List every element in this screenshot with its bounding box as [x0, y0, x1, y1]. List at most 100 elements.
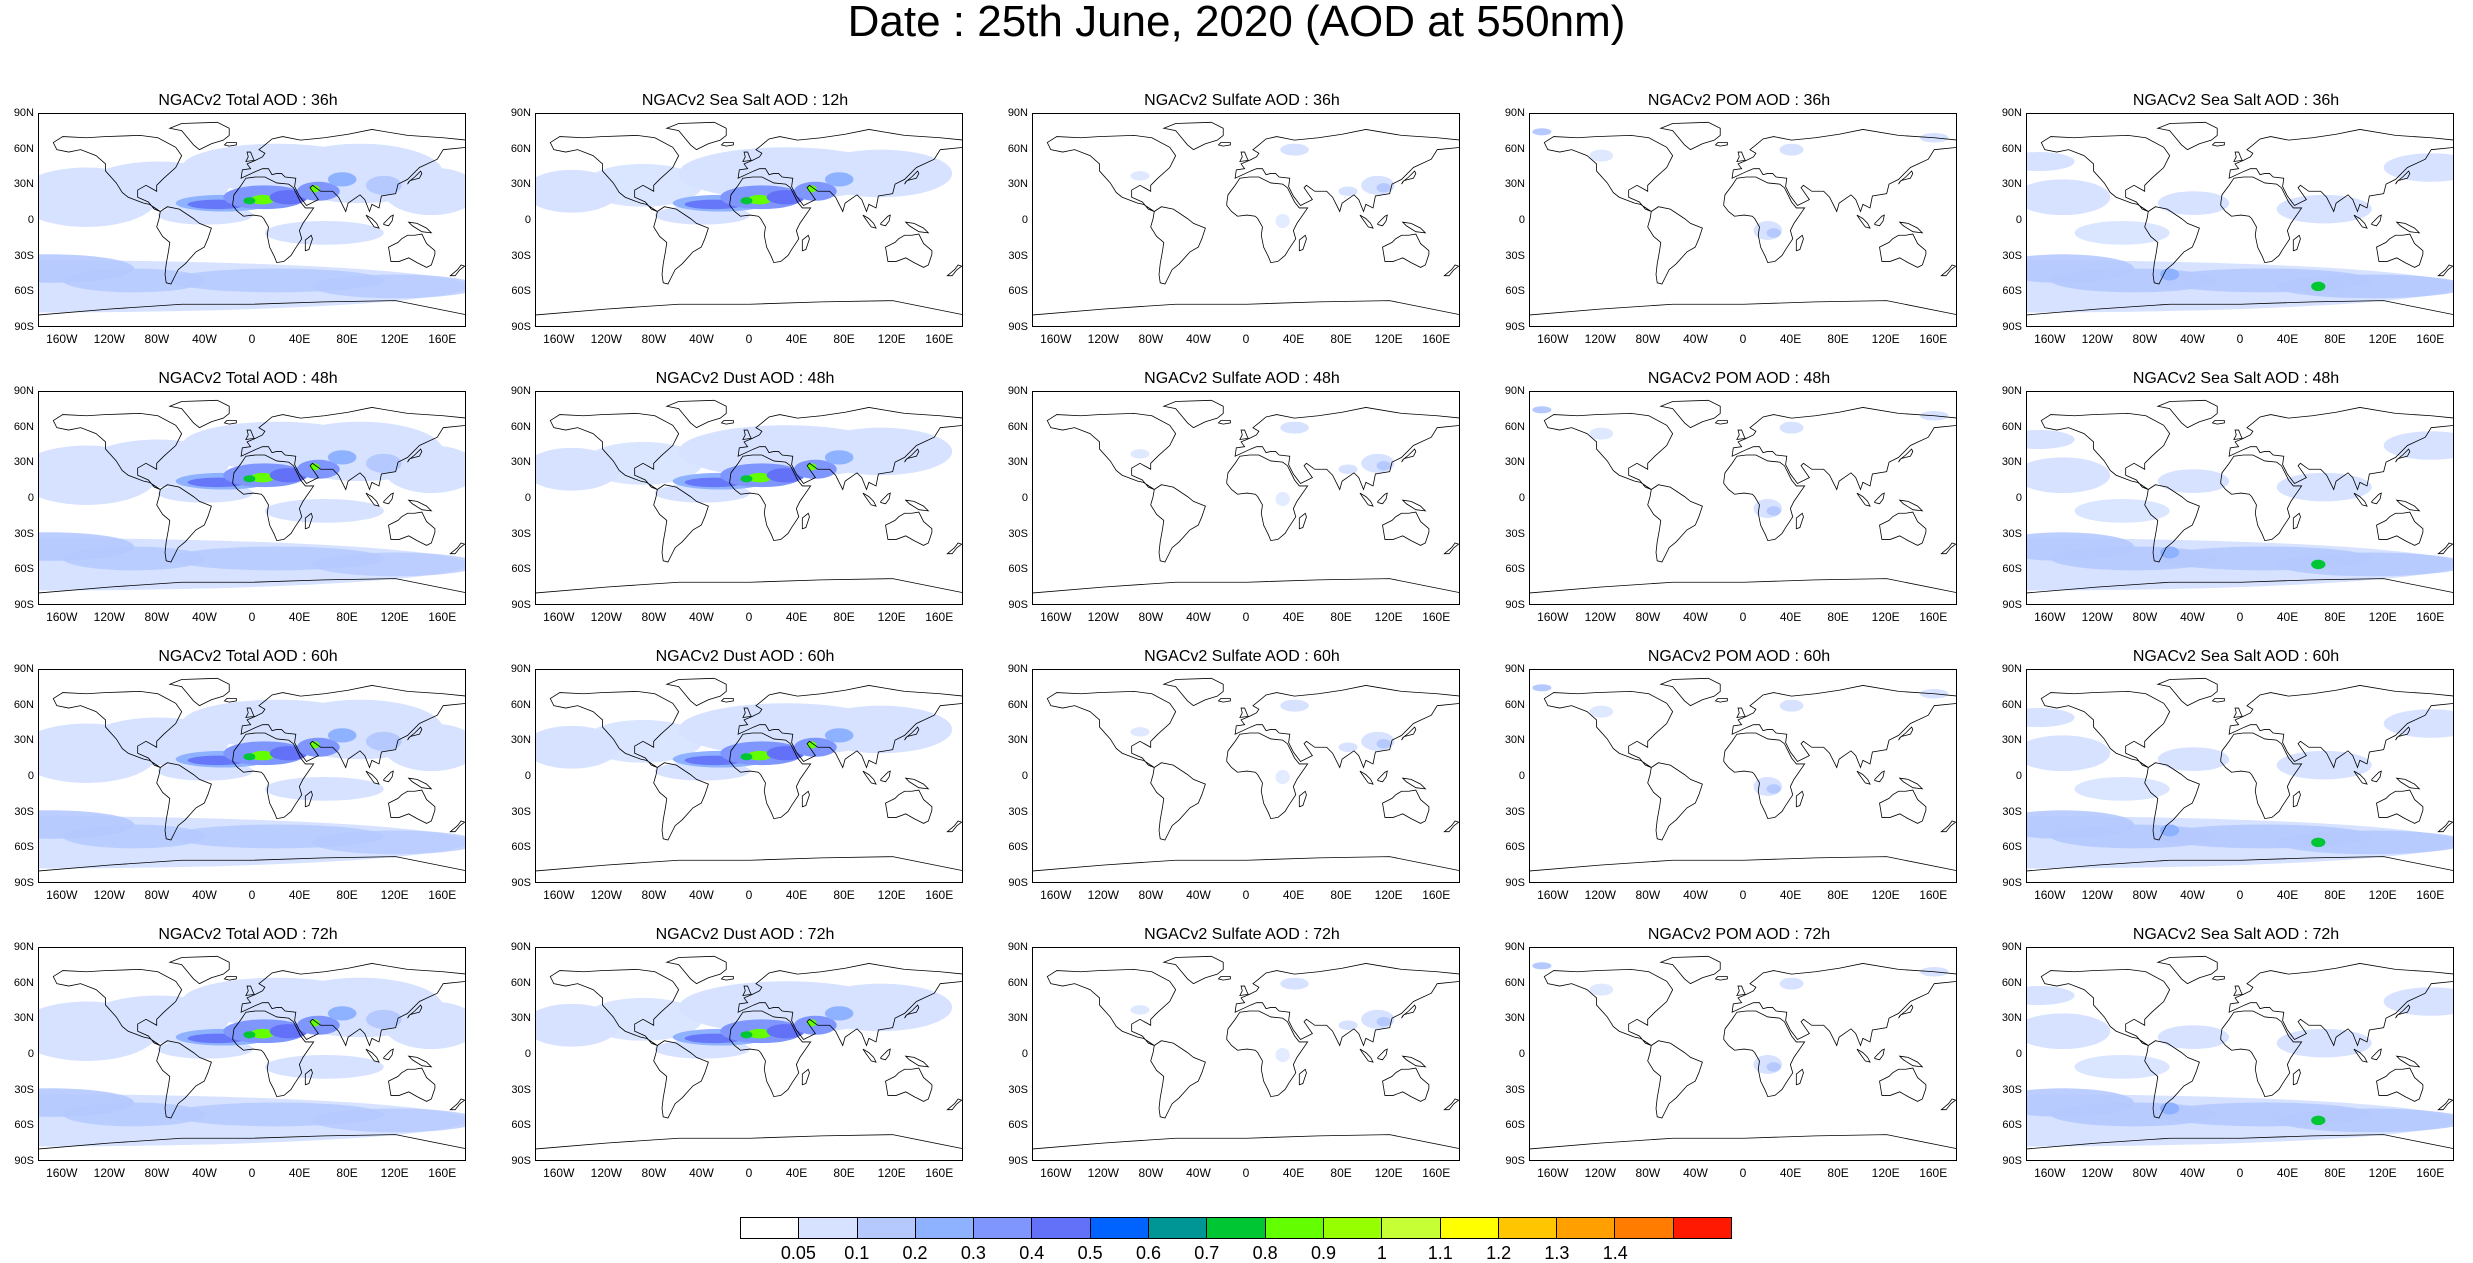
lat-tick-label: 0	[1518, 214, 1525, 226]
coastline	[1443, 1098, 1459, 1111]
map-frame	[535, 391, 963, 605]
lat-tick-label: 90S	[1505, 877, 1525, 889]
coastline	[885, 511, 933, 546]
map-canvas	[1530, 677, 1956, 872]
aod-shading	[747, 1028, 772, 1039]
aod-shading	[2027, 152, 2075, 172]
coastline	[156, 762, 212, 841]
coastline	[365, 492, 380, 507]
aerosol-field	[1532, 684, 1949, 797]
coastline	[729, 176, 812, 264]
lat-tick-label: 30N	[1504, 456, 1525, 469]
lon-tick-label: 120E	[2368, 332, 2397, 346]
colorbar-swatch	[857, 1218, 916, 1238]
aod-shading	[1589, 983, 1614, 996]
map-canvas	[2027, 121, 2453, 316]
lon-tick-label: 80W	[2132, 1166, 2158, 1180]
lat-tick-label: 30N	[1007, 178, 1028, 191]
lon-tick-label: 40W	[1186, 610, 1211, 624]
coastline	[1217, 976, 1231, 981]
map-canvas	[39, 121, 465, 316]
lon-tick-label: 160E	[428, 610, 457, 624]
lon-tick-label: 160E	[925, 888, 954, 902]
coastline	[742, 429, 752, 441]
lon-tick-label: 80E	[2324, 888, 2346, 902]
coastline	[2144, 1040, 2200, 1119]
lon-tick-label: 0	[745, 610, 753, 624]
coastline	[1443, 820, 1459, 833]
lon-tick-label: 80W	[144, 610, 170, 624]
map-canvas	[2027, 677, 2453, 872]
aod-shading	[1766, 228, 1781, 238]
aod-shading	[2027, 179, 2111, 216]
lon-tick-label: 160W	[1537, 610, 1569, 624]
lon-tick-label: 80E	[336, 610, 358, 624]
map-frame	[535, 947, 963, 1161]
map-canvas	[536, 399, 962, 594]
coastline	[1401, 170, 1417, 185]
lon-tick-label: 120E	[1374, 888, 1403, 902]
coastline	[365, 214, 380, 229]
coastline	[383, 492, 394, 505]
lat-tick-label: 60S	[2002, 285, 2022, 298]
lon-tick-label: 120W	[590, 332, 623, 346]
map-canvas	[536, 955, 962, 1150]
lon-tick-label: 120E	[2368, 610, 2397, 624]
coastline	[1647, 1040, 1703, 1119]
coastline	[1714, 142, 1728, 147]
aerosol-field	[1532, 962, 1949, 1075]
aod-shading	[365, 175, 402, 195]
lon-tick-label: 40E	[785, 610, 808, 624]
coastline	[407, 1055, 433, 1068]
lon-tick-label: 80W	[1138, 1166, 1164, 1180]
coastline	[665, 399, 727, 429]
lat-tick-label: 60N	[510, 420, 531, 433]
lat-tick-label: 90S	[1008, 321, 1028, 333]
coastline	[2437, 1098, 2453, 1111]
lat-tick-label: 60N	[1504, 698, 1525, 711]
aerosol-field	[1130, 977, 1395, 1063]
lat-tick-label: 60N	[2001, 976, 2022, 989]
aod-shading	[2276, 750, 2372, 780]
lon-tick-label: 40E	[785, 1166, 808, 1180]
coastline	[549, 968, 680, 1046]
lat-tick-label: 90N	[1504, 941, 1525, 953]
coastline	[245, 151, 255, 163]
coastline	[2156, 677, 2218, 707]
lat-tick-label: 30S	[14, 249, 34, 262]
colorbar-swatch	[799, 1218, 858, 1238]
coastline	[1234, 963, 1459, 1047]
aod-shading	[1376, 460, 1391, 471]
lon-tick-label: 40W	[689, 888, 714, 902]
lat-tick-label: 30N	[2001, 734, 2022, 747]
aod-shading	[383, 445, 465, 494]
lat-tick-label: 0	[1021, 1048, 1028, 1060]
aod-shading	[243, 475, 256, 483]
coastline	[449, 820, 465, 833]
lat-tick-label: 60S	[511, 563, 531, 576]
map-frame	[38, 391, 466, 605]
lat-tick-label: 60S	[1505, 1119, 1525, 1132]
lon-tick-label: 40W	[192, 1166, 217, 1180]
lat-tick-label: 30S	[2002, 805, 2022, 818]
lat-tick-label: 90N	[510, 385, 531, 397]
lon-tick-label: 160E	[1919, 610, 1948, 624]
lon-tick-label: 120E	[380, 610, 409, 624]
coastline	[240, 963, 465, 1047]
panel-title: NGACv2 Sulfate AOD : 36h	[1144, 92, 1340, 109]
aod-shading	[747, 472, 772, 483]
coastline	[2144, 206, 2200, 285]
aod-shading	[1589, 149, 1614, 162]
coastline	[2292, 234, 2301, 252]
lon-tick-label: 160E	[1422, 888, 1451, 902]
coastline	[1234, 685, 1459, 769]
lon-tick-label: 80W	[1635, 1166, 1661, 1180]
coastline	[168, 955, 230, 985]
lon-tick-label: 120W	[93, 1166, 126, 1180]
coastline	[1898, 777, 1924, 790]
aod-shading	[2276, 830, 2453, 855]
coastline	[245, 985, 255, 997]
aod-shading	[1376, 1016, 1391, 1027]
coastline	[1879, 511, 1927, 546]
coastline	[1736, 151, 1746, 163]
